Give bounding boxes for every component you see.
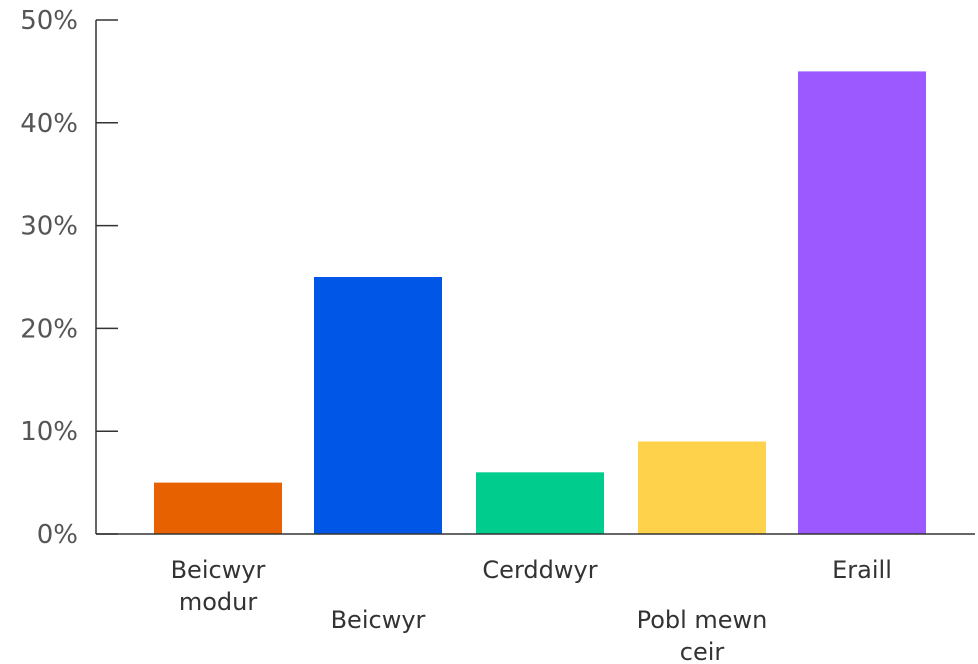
y-tick-label: 0% bbox=[37, 520, 78, 550]
y-axis: 0% 10% 20% 30% 40% 50% bbox=[20, 6, 118, 550]
category-label-line: Pobl mewn bbox=[637, 606, 768, 634]
y-tick-label: 30% bbox=[20, 212, 78, 242]
category-label-line: Beicwyr bbox=[331, 606, 426, 634]
category-label: Cerddwyr bbox=[482, 556, 597, 584]
y-tick-label: 40% bbox=[20, 109, 78, 139]
bar bbox=[638, 441, 766, 534]
category-label-line: ceir bbox=[680, 638, 725, 664]
y-tick-label: 10% bbox=[20, 417, 78, 447]
y-tick-label: 50% bbox=[20, 6, 78, 36]
category-labels: Beicwyr modur Beicwyr Cerddwyr Pobl mewn ceir… bbox=[171, 556, 892, 664]
bar bbox=[314, 277, 442, 534]
bar bbox=[476, 472, 604, 534]
bars bbox=[154, 71, 926, 535]
category-label-line: Eraill bbox=[832, 556, 892, 584]
y-tick-label: 20% bbox=[20, 314, 78, 344]
bar bbox=[154, 482, 282, 534]
category-label: Pobl mewn ceir bbox=[637, 606, 768, 664]
category-label: Eraill bbox=[832, 556, 892, 584]
category-label: Beicwyr bbox=[331, 606, 426, 634]
category-label-line: modur bbox=[179, 588, 258, 616]
bar bbox=[798, 71, 926, 535]
category-label-line: Cerddwyr bbox=[482, 556, 597, 584]
category-label-line: Beicwyr bbox=[171, 556, 266, 584]
category-label: Beicwyr modur bbox=[171, 556, 266, 616]
